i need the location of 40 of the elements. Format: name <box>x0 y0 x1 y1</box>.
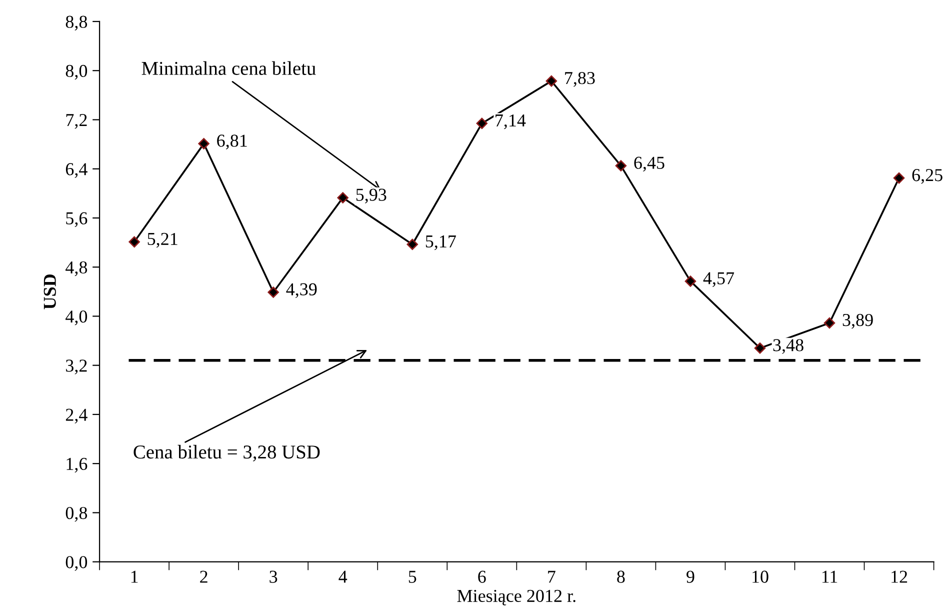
y-tick-label: 4,8 <box>66 261 88 276</box>
x-tick-label: 4 <box>338 570 348 583</box>
x-tick-label: 3 <box>270 570 278 583</box>
data-label: 6,25 <box>912 169 942 184</box>
data-label: 6,45 <box>634 156 664 172</box>
x-tick-label: 2 <box>200 570 208 583</box>
x-tick-label: 7 <box>548 570 556 583</box>
y-tick-label: 2,4 <box>66 408 88 424</box>
data-label: 6,81 <box>217 134 247 150</box>
y-tick-label: 6,4 <box>66 163 88 178</box>
y-tick-label: 5,6 <box>66 212 88 228</box>
x-tick-label: 12 <box>892 570 908 583</box>
y-tick-label: 8,0 <box>66 64 88 80</box>
y-tick-label: 3,2 <box>66 360 87 374</box>
y-tick-label: 4,0 <box>66 310 88 326</box>
data-label: 5,93 <box>356 188 386 204</box>
data-label: 4,57 <box>703 272 734 287</box>
x-tick-label: 5 <box>408 570 416 583</box>
x-tick-label: 1 <box>131 570 138 583</box>
annotation: Cena biletu = 3,28 USD <box>134 444 320 462</box>
data-label: 4,39 <box>286 283 317 298</box>
x-tick-label: 10 <box>752 570 768 583</box>
y-tick-label: 8,8 <box>66 16 88 31</box>
data-label: 7,14 <box>496 114 526 130</box>
data-label: 7,83 <box>565 72 595 87</box>
data-label: 3,48 <box>773 339 804 354</box>
data-label: 3,89 <box>842 314 873 329</box>
x-tick-label: 9 <box>686 570 694 583</box>
annotation: Minimalna cena biletu <box>142 61 316 75</box>
data-label: 5,21 <box>148 232 178 248</box>
y-tick-label: 0,8 <box>66 506 88 522</box>
y-tick-label: 0,0 <box>66 556 88 571</box>
y-tick-label: 1,6 <box>66 458 88 473</box>
y-axis-title: USD <box>44 274 56 310</box>
x-tick-label: 8 <box>617 570 625 583</box>
x-tick-label: 11 <box>822 570 838 583</box>
data-label: 5,17 <box>426 235 456 250</box>
y-tick-label: 7,2 <box>66 114 87 129</box>
x-axis-title: Miesiące 2012 r. <box>457 590 576 606</box>
x-tick-label: 6 <box>478 570 486 583</box>
